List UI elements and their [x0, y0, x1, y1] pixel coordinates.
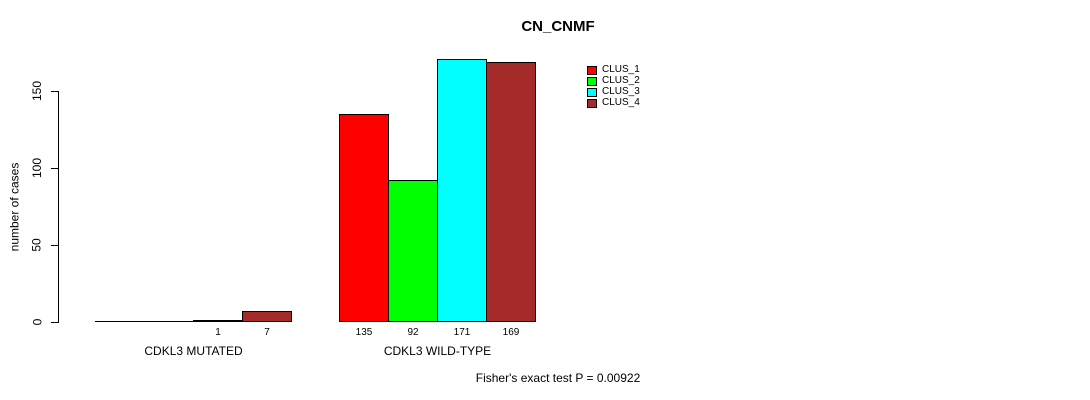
legend: CLUS_1 CLUS_2 CLUS_3 CLUS_4 [587, 65, 640, 109]
bar-clus-3-cdkl3-mutated [193, 320, 243, 322]
bar-clus-2-cdkl3-wild-type [388, 180, 438, 322]
bar-clus-4-cdkl3-mutated [242, 311, 292, 322]
bar-value-label: 171 [453, 327, 471, 338]
chart-title: CN_CNMF [521, 18, 595, 35]
legend-item-clus-2: CLUS_2 [587, 76, 640, 86]
legend-label: CLUS_2 [602, 75, 640, 86]
y-axis-tick [51, 322, 58, 323]
bar-clus-3-cdkl3-wild-type [437, 59, 487, 322]
bar-value-label: 92 [407, 327, 419, 338]
bar-clus-1-cdkl3-mutated [95, 321, 145, 322]
legend-label: CLUS_3 [602, 86, 640, 97]
bar-clus-1-cdkl3-wild-type [339, 114, 389, 322]
y-axis-tick-label: 150 [30, 80, 44, 102]
y-axis-line [58, 91, 59, 323]
bar-clus-2-cdkl3-mutated [144, 321, 194, 322]
legend-swatch-clus-2 [587, 76, 597, 86]
y-axis-tick [51, 168, 58, 169]
legend-label: CLUS_4 [602, 97, 640, 108]
category-label-cdkl3-wild-type: CDKL3 WILD-TYPE [383, 344, 492, 358]
bar-value-label: 7 [264, 327, 270, 338]
legend-swatch-clus-1 [587, 65, 597, 75]
legend-item-clus-3: CLUS_3 [587, 87, 640, 97]
y-axis-tick [51, 245, 58, 246]
legend-item-clus-4: CLUS_4 [587, 98, 640, 108]
legend-swatch-clus-3 [587, 87, 597, 97]
legend-swatch-clus-4 [587, 98, 597, 108]
fisher-test-annotation: Fisher's exact test P = 0.00922 [475, 371, 641, 385]
bar-value-label: 169 [502, 327, 520, 338]
bar-clus-4-cdkl3-wild-type [486, 62, 536, 322]
bar-value-label: 135 [355, 327, 373, 338]
bar-value-label: 1 [215, 327, 221, 338]
legend-item-clus-1: CLUS_1 [587, 65, 640, 75]
y-axis-tick [51, 91, 58, 92]
category-label-cdkl3-mutated: CDKL3 MUTATED [144, 344, 243, 358]
legend-label: CLUS_1 [602, 64, 640, 75]
